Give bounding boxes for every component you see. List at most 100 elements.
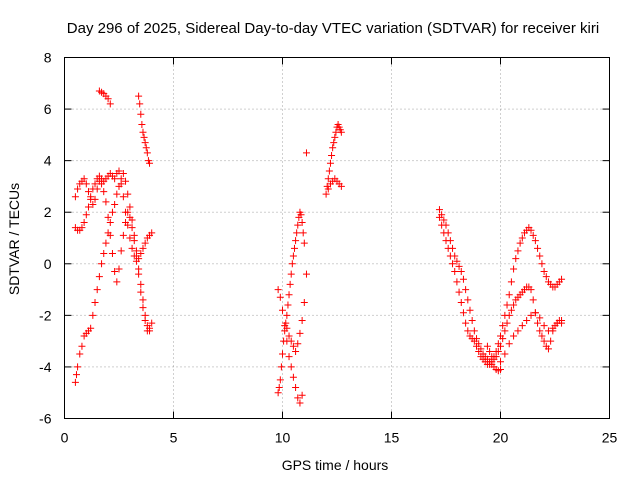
data-point — [328, 151, 336, 159]
data-point — [512, 255, 520, 263]
y-tick-label: -6 — [39, 411, 52, 427]
data-point — [505, 291, 513, 299]
data-point — [558, 275, 566, 283]
x-tick-label: 0 — [61, 430, 69, 446]
data-point — [540, 322, 548, 330]
data-point — [549, 324, 557, 332]
data-point — [440, 216, 448, 224]
data-point — [325, 167, 333, 175]
data-point — [518, 234, 526, 242]
y-tick-label: 2 — [44, 204, 52, 220]
data-point — [126, 213, 134, 221]
data-point — [529, 296, 537, 304]
data-point — [137, 110, 145, 118]
series-arc-j — [322, 121, 345, 198]
data-point — [470, 327, 478, 335]
data-point — [102, 239, 110, 247]
data-point — [473, 342, 481, 350]
data-point — [322, 190, 330, 198]
series-arc-i — [302, 149, 310, 157]
data-point — [89, 200, 97, 208]
data-point — [124, 221, 132, 229]
data-point — [102, 198, 110, 206]
data-point — [136, 100, 144, 108]
data-point — [285, 291, 293, 299]
data-point — [536, 327, 544, 335]
data-point — [501, 350, 509, 358]
data-point — [119, 170, 127, 178]
data-point — [510, 265, 518, 273]
data-point — [93, 286, 101, 294]
data-point — [290, 244, 298, 252]
data-point — [80, 175, 88, 183]
data-point — [503, 301, 511, 309]
data-point — [497, 358, 504, 366]
data-point — [294, 340, 302, 348]
data-point — [130, 252, 138, 260]
data-point — [531, 237, 539, 245]
data-point — [507, 306, 515, 314]
data-point — [544, 345, 552, 353]
data-point — [483, 342, 491, 350]
data-point — [122, 208, 130, 216]
data-point — [503, 319, 511, 327]
data-point — [329, 144, 337, 152]
x-axis-label: GPS time / hours — [282, 457, 389, 473]
series-arc-h — [283, 270, 310, 355]
data-point — [113, 278, 121, 286]
data-point — [510, 301, 518, 309]
data-point — [288, 260, 296, 268]
data-point — [139, 296, 147, 304]
data-point — [300, 298, 308, 306]
data-point — [536, 252, 544, 260]
data-point — [298, 219, 306, 227]
data-point — [455, 288, 463, 296]
data-point — [128, 244, 136, 252]
data-point — [510, 332, 518, 340]
data-point — [518, 322, 526, 330]
data-point — [540, 337, 548, 345]
x-tick-label: 20 — [493, 430, 509, 446]
data-point — [435, 213, 443, 221]
data-point — [531, 309, 539, 317]
data-point — [544, 327, 552, 335]
series-arc-c — [71, 167, 156, 265]
data-point — [534, 319, 542, 327]
data-point — [135, 255, 143, 263]
data-point — [449, 260, 457, 268]
data-point — [138, 121, 146, 129]
data-point — [139, 304, 147, 312]
data-point — [444, 244, 452, 252]
data-point — [540, 268, 548, 276]
data-point — [464, 327, 472, 335]
data-point — [148, 319, 156, 327]
data-point — [466, 306, 474, 314]
y-tick-label: 4 — [44, 153, 52, 169]
data-point — [523, 317, 531, 325]
data-point — [89, 311, 97, 319]
data-point — [298, 317, 306, 325]
data-point — [468, 317, 476, 325]
data-point — [292, 237, 300, 245]
y-tick-label: 6 — [44, 101, 52, 117]
data-point — [111, 200, 119, 208]
data-point — [108, 208, 116, 216]
data-point — [82, 180, 90, 188]
plot-frame — [64, 57, 610, 419]
data-point — [140, 133, 148, 141]
data-point — [527, 311, 535, 319]
y-tick-label: -2 — [39, 307, 52, 323]
series-arc-o — [497, 309, 566, 366]
data-point — [497, 342, 504, 350]
data-point — [292, 384, 300, 392]
y-axis-label: SDTVAR / TECUs — [6, 183, 22, 295]
x-tick-label: 25 — [602, 430, 618, 446]
series-arc-g — [274, 286, 306, 407]
data-point — [84, 188, 92, 196]
data-point — [289, 342, 297, 350]
data-point — [459, 309, 467, 317]
data-point — [148, 229, 156, 237]
data-point — [337, 128, 345, 136]
data-point — [453, 257, 461, 265]
data-point — [486, 347, 494, 355]
